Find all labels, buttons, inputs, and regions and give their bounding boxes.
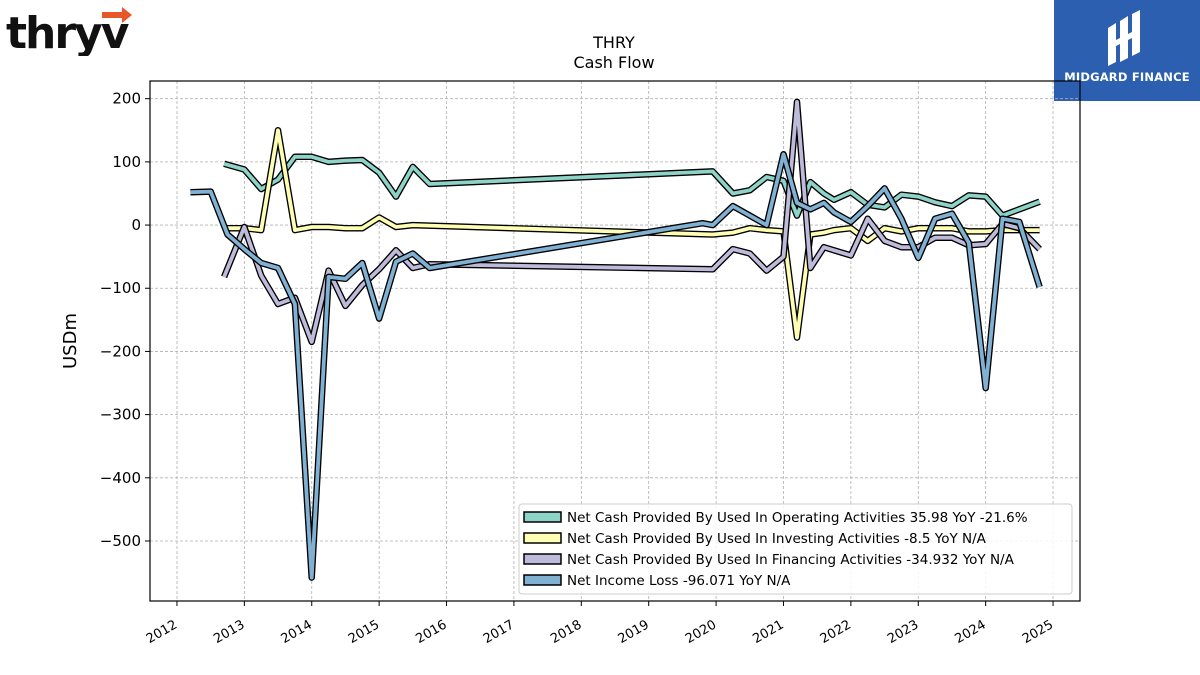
chart-subtitle: Cash Flow — [573, 53, 654, 72]
legend-entry-1: Net Cash Provided By Used In Investing A… — [567, 531, 987, 547]
x-tick-label: 2023 — [885, 617, 921, 647]
series-line-2 — [222, 100, 1041, 344]
x-tick-label: 2025 — [1020, 617, 1056, 647]
y-axis-label: USDm — [60, 313, 81, 369]
legend-swatch-3 — [523, 574, 562, 586]
chart-title: THRY — [592, 33, 635, 52]
x-tick-label: 2014 — [279, 617, 315, 647]
legend: Net Cash Provided By Used In Operating A… — [518, 503, 1073, 595]
x-tick-label: 2013 — [211, 617, 247, 647]
y-tick-label: −500 — [100, 532, 141, 550]
arrow-icon — [102, 7, 132, 23]
x-tick-label: 2016 — [413, 617, 449, 647]
y-tick-label: 100 — [112, 153, 141, 171]
series-line-3 — [190, 152, 1042, 580]
x-tick-label: 2019 — [616, 617, 652, 647]
y-tick-label: −300 — [100, 406, 141, 424]
legend-entry-3: Net Income Loss -96.071 YoY N/A — [567, 573, 791, 589]
legend-swatch-0 — [523, 511, 562, 523]
midgard-finance-wordmark: MIDGARD FINANCE — [1064, 70, 1190, 84]
y-tick-label: 0 — [131, 216, 141, 234]
legend-swatch-1 — [523, 532, 562, 544]
series-layer — [190, 98, 1043, 581]
thryv-logo: thryv — [6, 4, 136, 60]
x-tick-label: 2021 — [750, 617, 786, 647]
y-tick-label: −200 — [100, 342, 141, 360]
series-line-outline-0 — [223, 153, 1041, 219]
y-tick-label: −400 — [100, 469, 141, 487]
x-tick-label: 2015 — [346, 617, 382, 647]
x-tick-label: 2018 — [548, 617, 584, 647]
legend-box — [518, 503, 1073, 595]
x-tick-label: 2017 — [481, 617, 517, 647]
legend-entry-2: Net Cash Provided By Used In Financing A… — [567, 552, 1015, 568]
midgard-finance-logo: MIDGARD FINANCE — [1054, 0, 1200, 101]
midgard-emblem-icon — [1108, 10, 1140, 66]
y-tick-label: 200 — [112, 90, 141, 108]
plot-frame — [149, 80, 1081, 602]
x-tick-label: 2020 — [683, 617, 719, 647]
x-tick-label: 2012 — [144, 617, 180, 647]
legend-swatch-2 — [523, 553, 562, 565]
series-line-0 — [223, 154, 1041, 218]
y-tick-label: −100 — [100, 279, 141, 297]
x-tick-label: 2022 — [818, 617, 854, 647]
legend-entry-0: Net Cash Provided By Used In Operating A… — [567, 510, 1028, 526]
x-tick-label: 2024 — [953, 617, 989, 647]
